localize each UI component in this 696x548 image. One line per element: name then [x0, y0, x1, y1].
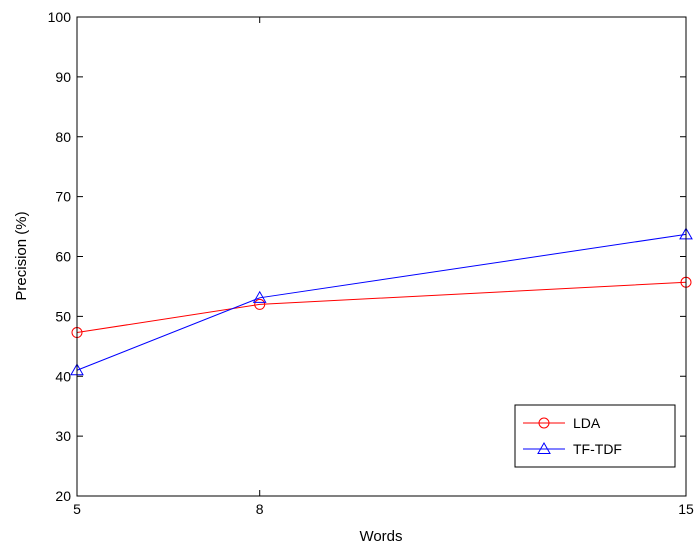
x-tick-label-0: 5	[73, 501, 81, 517]
y-tick-label-1: 30	[55, 428, 71, 444]
y-tick-label-2: 40	[55, 368, 71, 384]
legend-marker-0	[538, 417, 550, 429]
legend-marker-1	[537, 441, 551, 454]
series-line-1	[76, 233, 687, 371]
y-tick-label-7: 90	[55, 69, 71, 85]
y-tick-label-3: 50	[55, 308, 71, 324]
y-tick-label-8: 100	[48, 9, 72, 25]
legend-box	[514, 404, 676, 468]
series-line-0	[76, 281, 687, 334]
y-axis-ticks: 20 30 40 50 60 70 80 90 100	[48, 9, 686, 504]
legend-label-0: LDA	[573, 415, 601, 431]
legend-label-1: TF-TDF	[573, 441, 622, 457]
x-axis-label: Words	[359, 528, 402, 545]
y-tick-label-5: 70	[55, 189, 71, 205]
y-axis-label: Precision (%)	[13, 211, 30, 300]
x-tick-label-1: 8	[256, 501, 264, 517]
y-tick-label-6: 80	[55, 129, 71, 145]
series-1-point-1	[252, 290, 267, 303]
y-tick-label-0: 20	[55, 488, 71, 504]
y-tick-label-4: 60	[55, 249, 71, 265]
series-0-point-1	[254, 298, 266, 310]
x-axis-ticks: 5 8 15	[73, 17, 694, 517]
legend: LDA TF-TDF	[514, 404, 676, 468]
x-tick-label-2: 15	[678, 501, 694, 517]
